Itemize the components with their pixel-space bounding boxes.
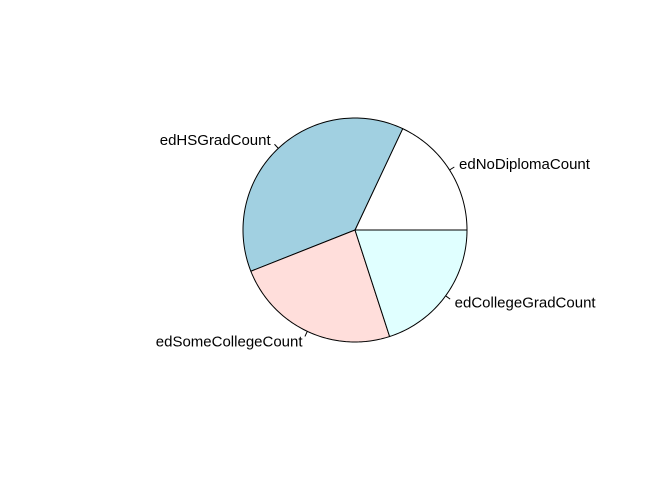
pie-label-edSomeCollegeCount: edSomeCollegeCount bbox=[156, 333, 304, 350]
pie-tick-edSomeCollegeCount bbox=[304, 331, 308, 337]
pie-tick-edCollegeGradCount bbox=[445, 295, 451, 300]
pie-slice-edNoDiplomaCount bbox=[354, 127, 468, 231]
pie-slices bbox=[242, 117, 468, 343]
pie-label-edHSGradCount: edHSGradCount bbox=[160, 132, 272, 149]
pie-labels: edNoDiplomaCount edHSGradCount edSomeColle… bbox=[156, 132, 597, 350]
pie-label-ticks bbox=[274, 143, 455, 337]
pie-tick-edHSGradCount bbox=[274, 143, 279, 149]
pie-label-edNoDiplomaCount: edNoDiplomaCount bbox=[459, 156, 591, 173]
pie-slice-edHSGradCount bbox=[242, 117, 404, 272]
pie-tick-edNoDiplomaCount bbox=[449, 166, 455, 171]
pie-label-edCollegeGradCount: edCollegeGradCount bbox=[455, 294, 597, 311]
pie-slice-edCollegeGradCount bbox=[354, 229, 468, 338]
